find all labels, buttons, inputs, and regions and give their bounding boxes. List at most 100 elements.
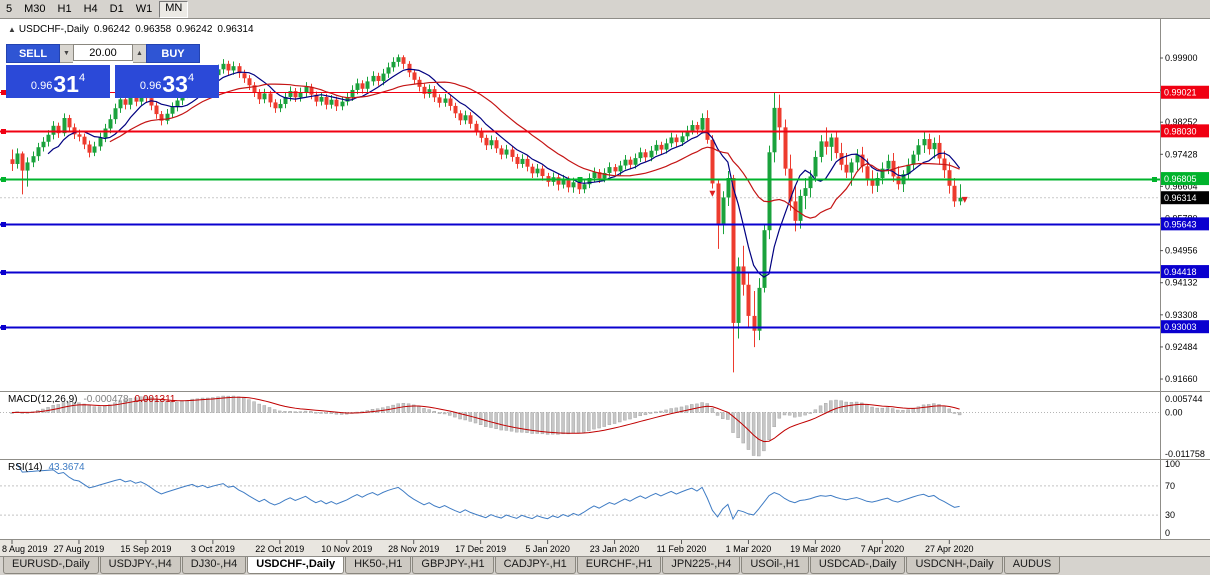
- svg-text:0.98252: 0.98252: [1165, 117, 1198, 127]
- level-handle[interactable]: [577, 177, 583, 182]
- timeframe-button-d1[interactable]: D1: [109, 2, 124, 15]
- level-handle[interactable]: [1, 270, 6, 275]
- one-click-price-row: 0.96 31 4 0.96 33 4: [6, 65, 222, 98]
- volume-input[interactable]: [73, 44, 133, 61]
- timeframe-button-5[interactable]: 5: [6, 2, 13, 15]
- chart-header: ▲ USDCHF-,Daily 0.96242 0.96358 0.96242 0.963…: [8, 24, 254, 35]
- rsi-value: 43.3674: [48, 462, 85, 473]
- timeframe-button-h1[interactable]: H1: [57, 2, 72, 15]
- svg-text:23 Jan 2020: 23 Jan 2020: [590, 544, 640, 554]
- svg-text:0.99021: 0.99021: [1164, 88, 1197, 98]
- svg-text:0.93003: 0.93003: [1164, 322, 1197, 332]
- one-click-collapse-icon[interactable]: ▲: [8, 25, 16, 34]
- buy-price-display[interactable]: 0.96 33 4: [115, 65, 219, 98]
- sell-arrow-icon: [709, 190, 716, 197]
- svg-text:0.005744: 0.005744: [1165, 394, 1203, 404]
- one-click-order-row: SELL ▼ ▲ BUY: [6, 44, 222, 63]
- level-handle[interactable]: [1, 90, 6, 95]
- chart-tab-dj30h4[interactable]: DJ30-,H4: [181, 557, 247, 574]
- macd-signal-value: 0.001311: [134, 394, 176, 405]
- axis-price-tag: [1161, 320, 1209, 334]
- chart-symbol-label: USDCHF-,Daily: [18, 24, 89, 35]
- axis-price-tag: [1161, 124, 1209, 138]
- volume-decrease-button[interactable]: ▼: [60, 44, 73, 63]
- level-handle[interactable]: [1, 177, 6, 182]
- macd-main-value: -0.000478: [83, 394, 129, 405]
- svg-text:0.99900: 0.99900: [1165, 53, 1198, 63]
- ohlc-high: 0.96358: [135, 24, 172, 35]
- svg-text:-0.011758: -0.011758: [1165, 449, 1205, 459]
- svg-text:0.97428: 0.97428: [1165, 149, 1198, 159]
- spin-up-icon: ▲: [136, 50, 143, 57]
- ohlc-open: 0.96242: [93, 24, 131, 35]
- volume-increase-button[interactable]: ▲: [133, 44, 146, 63]
- svg-text:17 Dec 2019: 17 Dec 2019: [455, 544, 506, 554]
- rsi-line: [16, 463, 960, 521]
- chart-tab-eurchfh1[interactable]: EURCHF-,H1: [576, 557, 662, 574]
- timeframe-toolbar: 5 M30 H1 H4 D1 W1 MN: [0, 0, 1210, 19]
- sell-price-big: 31: [53, 71, 79, 97]
- axis-price-tag: [1161, 85, 1209, 99]
- svg-text:28 Nov 2019: 28 Nov 2019: [388, 544, 439, 554]
- timeframe-button-h4[interactable]: H4: [83, 2, 98, 15]
- sell-price-small: 0.96: [30, 80, 53, 92]
- chart-tab-hk50h1[interactable]: HK50-,H1: [345, 557, 412, 574]
- sell-price-display[interactable]: 0.96 31 4: [6, 65, 110, 98]
- buy-price-big: 33: [162, 71, 188, 97]
- svg-text:8 Aug 2019: 8 Aug 2019: [2, 544, 48, 554]
- svg-text:5 Jan 2020: 5 Jan 2020: [525, 544, 570, 554]
- chart-tab-eurusddaily[interactable]: EURUSD-,Daily: [3, 557, 99, 574]
- svg-text:27 Aug 2019: 27 Aug 2019: [54, 544, 105, 554]
- level-handle[interactable]: [1, 325, 6, 330]
- chart-tab-usdcnhdaily[interactable]: USDCNH-,Daily: [906, 557, 1003, 574]
- svg-text:0.96314: 0.96314: [1164, 193, 1197, 203]
- svg-text:0.00: 0.00: [1165, 408, 1183, 418]
- chart-tab-usdchfdaily[interactable]: USDCHF-,Daily: [247, 557, 345, 574]
- chart-tab-usdcaddaily[interactable]: USDCAD-,Daily: [809, 557, 906, 574]
- rsi-pane-label: RSI(14) 43.3674: [8, 462, 85, 473]
- svg-text:0.95643: 0.95643: [1164, 219, 1197, 229]
- macd-signal-line: [11, 396, 960, 443]
- chart-tab-gbpjpyh1[interactable]: GBPJPY-,H1: [412, 557, 494, 574]
- macd-pane-label: MACD(12,26,9) -0.000478 0.001311: [8, 394, 175, 405]
- timeframe-button-mn[interactable]: MN: [159, 0, 189, 18]
- svg-text:30: 30: [1165, 510, 1175, 520]
- sell-button[interactable]: SELL: [6, 44, 60, 63]
- buy-button[interactable]: BUY: [146, 44, 200, 63]
- svg-text:7 Apr 2020: 7 Apr 2020: [861, 544, 905, 554]
- timeframe-button-m30[interactable]: M30: [24, 2, 46, 15]
- svg-text:0.96604: 0.96604: [1165, 181, 1198, 191]
- time-axis-strip: [0, 540, 1210, 556]
- axis-price-tag: [1161, 172, 1209, 186]
- level-handle[interactable]: [1152, 177, 1157, 182]
- buy-price-superscript: 4: [187, 72, 195, 84]
- chart-tab-usdjpyh4[interactable]: USDJPY-,H4: [99, 557, 181, 574]
- svg-text:0.94132: 0.94132: [1165, 278, 1198, 288]
- macd-title: MACD(12,26,9): [8, 394, 78, 405]
- ohlc-low: 0.96242: [176, 24, 213, 35]
- svg-text:1 Mar 2020: 1 Mar 2020: [726, 544, 772, 554]
- svg-text:10 Nov 2019: 10 Nov 2019: [321, 544, 372, 554]
- svg-text:0.93308: 0.93308: [1165, 310, 1198, 320]
- chart-tab-usoilh1[interactable]: USOil-,H1: [741, 557, 809, 574]
- level-handle[interactable]: [1, 129, 6, 134]
- macd-histogram: [10, 395, 962, 457]
- axis-price-tag: [1161, 191, 1209, 205]
- svg-text:100: 100: [1165, 459, 1180, 469]
- chart-tab-audus[interactable]: AUDUS: [1003, 557, 1061, 574]
- chart-tab-jpn225h4[interactable]: JPN225-,H4: [662, 557, 741, 574]
- svg-text:0.94956: 0.94956: [1165, 246, 1198, 256]
- time-axis: 8 Aug 2019 27 Aug 2019 15 Sep 2019 3 Oct 20…: [2, 540, 974, 554]
- level-handle[interactable]: [1, 222, 6, 227]
- svg-text:27 Apr 2020: 27 Apr 2020: [925, 544, 974, 554]
- chart-tab-cadjpyh1[interactable]: CADJPY-,H1: [494, 557, 576, 574]
- svg-text:0.98030: 0.98030: [1164, 126, 1197, 136]
- axis-price-tag: [1161, 265, 1209, 279]
- sell-price-superscript: 4: [78, 72, 86, 84]
- sell-arrow-icon: [961, 196, 968, 203]
- timeframe-button-w1[interactable]: W1: [135, 2, 153, 15]
- svg-text:70: 70: [1165, 481, 1175, 491]
- svg-text:15 Sep 2019: 15 Sep 2019: [120, 544, 171, 554]
